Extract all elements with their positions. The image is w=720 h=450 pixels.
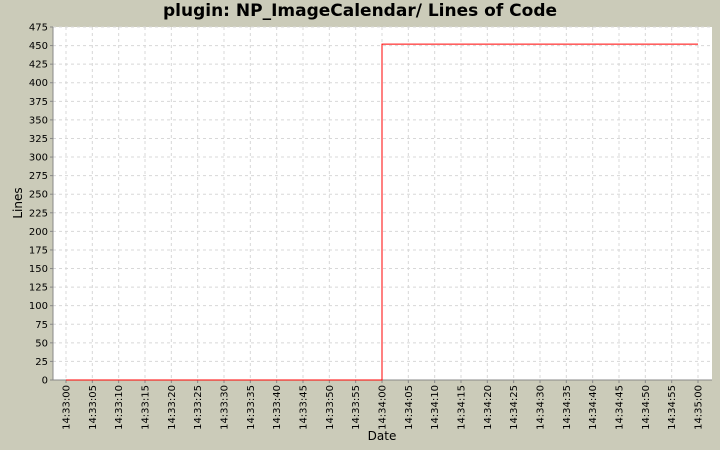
x-tick-label: 14:33:15 — [141, 385, 152, 430]
x-tick-label: 14:33:40 — [272, 385, 283, 430]
x-tick-label: 14:34:45 — [615, 385, 626, 430]
x-tick-label: 14:34:40 — [588, 385, 599, 430]
y-tick-label: 125 — [29, 283, 48, 294]
x-tick-label: 14:33:05 — [88, 385, 99, 430]
x-tick-label: 14:33:00 — [62, 385, 73, 430]
y-tick-label: 300 — [29, 153, 48, 164]
x-tick-label: 14:33:25 — [193, 385, 204, 430]
y-tick-label: 25 — [35, 357, 48, 368]
y-tick-label: 475 — [29, 23, 48, 34]
x-tick-label: 14:34:10 — [430, 385, 441, 430]
y-tick-label: 50 — [35, 338, 48, 349]
y-tick-label: 100 — [29, 301, 48, 312]
y-tick-label: 250 — [29, 190, 48, 201]
y-tick-label: 75 — [35, 320, 48, 331]
x-tick-label: 14:33:35 — [246, 385, 257, 430]
y-tick-label: 150 — [29, 264, 48, 275]
x-tick-label: 14:33:45 — [299, 385, 310, 430]
y-tick-label: 425 — [29, 60, 48, 71]
x-tick-label: 14:34:55 — [667, 385, 678, 430]
y-tick-label: 275 — [29, 171, 48, 182]
series-line — [66, 43, 698, 381]
x-axis-label: Date — [368, 429, 397, 443]
x-tick-label: 14:34:25 — [509, 385, 520, 430]
x-tick-label: 14:35:00 — [694, 385, 705, 430]
x-tick-label: 14:33:30 — [220, 385, 231, 430]
x-tick-label: 14:33:20 — [167, 385, 178, 430]
x-tick-label: 14:34:00 — [378, 385, 389, 430]
x-tick-label: 14:34:50 — [641, 385, 652, 430]
y-tick-label: 225 — [29, 208, 48, 219]
axes: 0 25 50 75 100 125 150 175 200 225 250 275 300 325 350… — [29, 23, 712, 430]
y-tick-label: 325 — [29, 134, 48, 145]
y-tick-label: 350 — [29, 115, 48, 126]
grid — [53, 26, 712, 381]
y-tick-label: 450 — [29, 41, 48, 52]
x-tick-label: 14:34:35 — [562, 385, 573, 430]
x-tick-label: 14:34:20 — [483, 385, 494, 430]
x-tick-label: 14:33:10 — [114, 385, 125, 430]
x-tick-label: 14:34:15 — [457, 385, 468, 430]
x-tick-label: 14:34:30 — [536, 385, 547, 430]
x-tick-label: 14:33:55 — [351, 385, 362, 430]
x-tick-label: 14:33:50 — [325, 385, 336, 430]
series — [65, 43, 699, 381]
y-tick-label: 375 — [29, 97, 48, 108]
y-tick-label: 0 — [42, 376, 48, 387]
x-tick-label: 14:34:05 — [404, 385, 415, 430]
chart-title: plugin: NP_ImageCalendar/ Lines of Code — [162, 1, 558, 21]
y-tick-label: 200 — [29, 227, 48, 238]
y-axis-label: Lines — [11, 187, 25, 218]
y-tick-label: 175 — [29, 245, 48, 256]
y-tick-label: 400 — [29, 78, 48, 89]
